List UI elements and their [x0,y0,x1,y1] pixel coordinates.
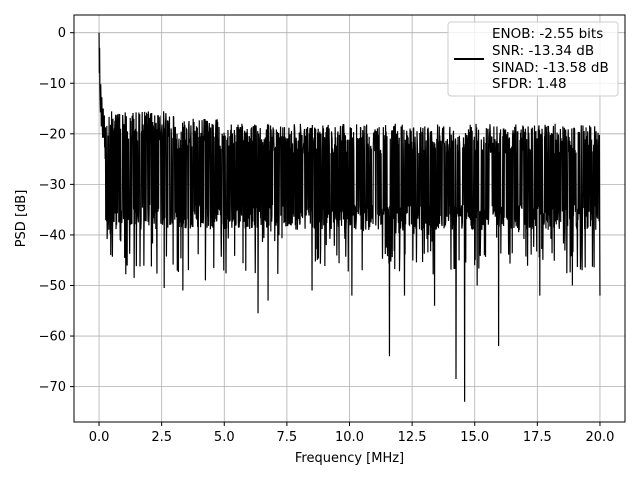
y-axis-ticks: 0 −10 −20 −30 −40 −50 −60 −70 [39,26,74,395]
y-tick-label: −70 [39,380,66,395]
y-axis-label: PSD [dB] [14,190,29,248]
x-tick-label: 12.5 [398,430,427,445]
psd-series-path [98,32,601,402]
x-tick-label: 10.0 [335,430,364,445]
x-axis-label: Frequency [MHz] [295,451,404,466]
legend-snr: SNR: -13.34 dB [492,43,594,59]
series-line [98,32,601,402]
x-tick-label: 20.0 [585,430,614,445]
y-tick-label: −60 [39,330,66,345]
y-tick-label: −10 [39,77,66,92]
x-tick-label: 7.5 [277,430,298,445]
y-tick-label: 0 [58,26,66,41]
legend-enob: ENOB: -2.55 bits [492,26,603,42]
x-tick-label: 2.5 [151,430,172,445]
x-axis-ticks: 0.0 2.5 5.0 7.5 10.0 12.5 15.0 17.5 20.0 [89,422,614,445]
legend: ENOB: -2.55 bits SNR: -13.34 dB SINAD: -… [447,21,619,97]
legend-sinad: SINAD: -13.58 dB [492,60,609,76]
legend-box [447,21,619,97]
y-tick-label: −40 [39,228,66,243]
y-tick-label: −50 [39,279,66,294]
y-tick-label: −20 [39,127,66,142]
y-tick-label: −30 [39,178,66,193]
x-tick-label: 5.0 [214,430,235,445]
x-tick-label: 17.5 [523,430,552,445]
legend-sfdr: SFDR: 1.48 [492,76,567,92]
x-tick-label: 15.0 [460,430,489,445]
x-tick-label: 0.0 [89,430,110,445]
